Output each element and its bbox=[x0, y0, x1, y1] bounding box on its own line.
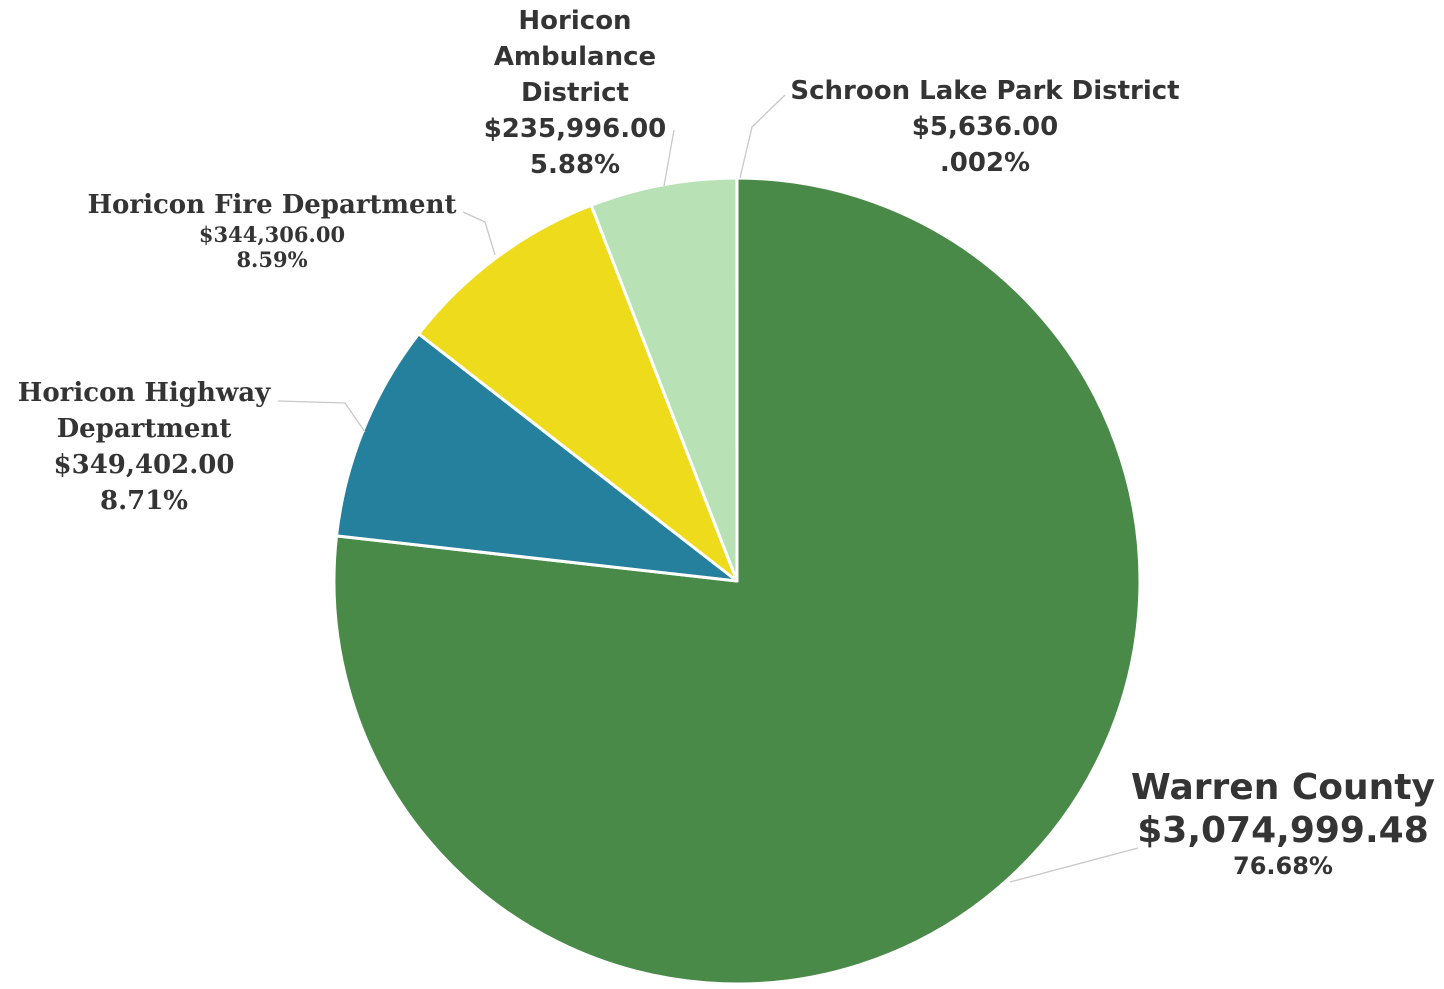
pie-slice-horicon-ambulance-district bbox=[589, 176, 739, 583]
label-warren-county: Warren County $3,074,999.48 76.68% bbox=[1128, 766, 1438, 881]
slice-label-amount: $349,402.00 bbox=[53, 449, 235, 480]
label-horicon-highway-department: Horicon Highway Department $349,402.00 8… bbox=[8, 376, 280, 520]
leader-line-highway bbox=[277, 400, 366, 433]
leader-lines bbox=[277, 94, 1139, 883]
slice-label-percent: 76.68% bbox=[1233, 852, 1333, 881]
slice-label-title-line1: Horicon Highway bbox=[17, 378, 271, 408]
label-schroon-lake-park-district: Schroon Lake Park District $5,636.00 .00… bbox=[790, 74, 1180, 182]
slice-label-percent: 8.71% bbox=[99, 485, 189, 516]
slice-label-title: Warren County bbox=[1131, 767, 1435, 808]
label-horicon-ambulance-district: Horicon Ambulance District $235,996.00 5… bbox=[470, 4, 680, 183]
leader-line-schroon bbox=[739, 94, 786, 179]
slice-label-title-line2: Department bbox=[56, 413, 232, 444]
leader-line-warren bbox=[1009, 847, 1139, 883]
label-horicon-fire-department: Horicon Fire Department $344,306.00 8.59… bbox=[78, 190, 466, 273]
slice-label-percent: 8.59% bbox=[236, 247, 308, 273]
slice-label-percent: 5.88% bbox=[529, 149, 621, 180]
slice-label-amount: $235,996.00 bbox=[483, 113, 667, 144]
slice-label-title: Horicon Fire Department bbox=[87, 190, 457, 220]
slice-label-amount: $5,636.00 bbox=[911, 111, 1059, 142]
leader-line-fire bbox=[462, 211, 496, 256]
slice-label-title-line3: District bbox=[521, 77, 629, 108]
slice-label-title-line1: Horicon bbox=[518, 6, 632, 36]
leader-line-ambulance bbox=[663, 129, 675, 187]
slice-label-title: Schroon Lake Park District bbox=[790, 76, 1180, 106]
slice-label-amount: $344,306.00 bbox=[198, 221, 346, 247]
slice-label-percent: .002% bbox=[939, 147, 1031, 178]
pie-slice-horicon-fire-department bbox=[417, 203, 739, 583]
slice-label-amount: $3,074,999.48 bbox=[1137, 810, 1429, 852]
slice-label-title-line2: Ambulance bbox=[493, 41, 657, 72]
pie-slices bbox=[332, 176, 1142, 986]
